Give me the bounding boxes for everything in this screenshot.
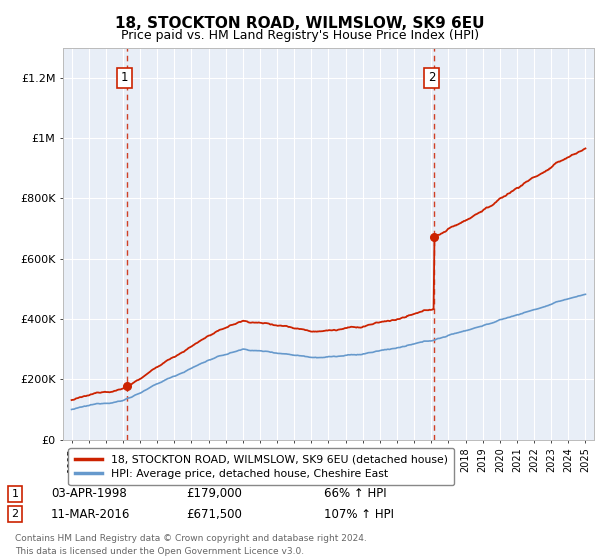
Text: £671,500: £671,500	[186, 507, 242, 521]
Text: 107% ↑ HPI: 107% ↑ HPI	[324, 507, 394, 521]
Text: 2: 2	[11, 509, 19, 519]
Text: 03-APR-1998: 03-APR-1998	[51, 487, 127, 501]
Text: £179,000: £179,000	[186, 487, 242, 501]
Text: 1: 1	[121, 71, 128, 84]
Legend: 18, STOCKTON ROAD, WILMSLOW, SK9 6EU (detached house), HPI: Average price, detac: 18, STOCKTON ROAD, WILMSLOW, SK9 6EU (de…	[68, 448, 454, 485]
Text: Price paid vs. HM Land Registry's House Price Index (HPI): Price paid vs. HM Land Registry's House …	[121, 29, 479, 42]
Text: 66% ↑ HPI: 66% ↑ HPI	[324, 487, 386, 501]
Text: Contains HM Land Registry data © Crown copyright and database right 2024.
This d: Contains HM Land Registry data © Crown c…	[15, 534, 367, 556]
Text: 18, STOCKTON ROAD, WILMSLOW, SK9 6EU: 18, STOCKTON ROAD, WILMSLOW, SK9 6EU	[115, 16, 485, 31]
Text: 2: 2	[428, 71, 436, 84]
Text: 1: 1	[11, 489, 19, 499]
Text: 11-MAR-2016: 11-MAR-2016	[51, 507, 130, 521]
